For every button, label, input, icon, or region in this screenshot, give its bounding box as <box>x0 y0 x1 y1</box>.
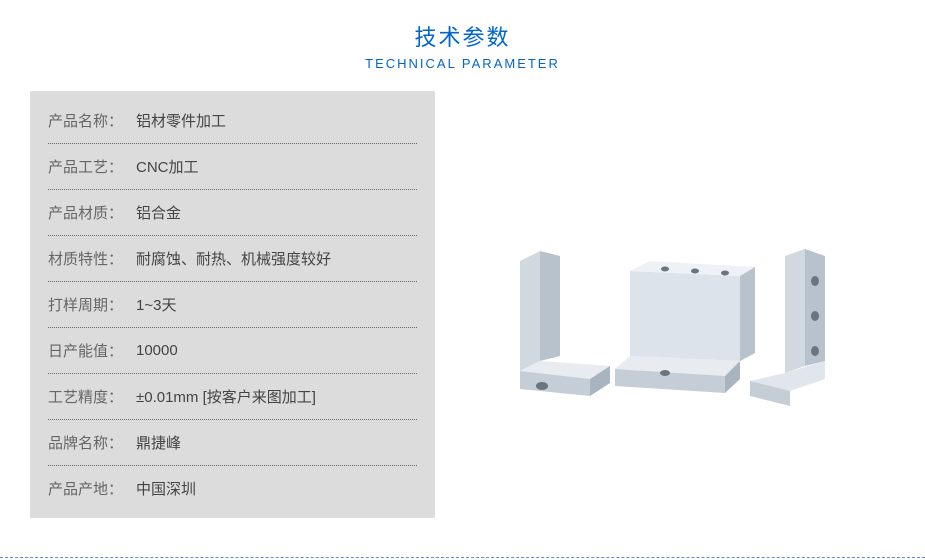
spec-value: CNC加工 <box>136 156 199 177</box>
spec-label: 品牌名称： <box>48 432 136 453</box>
title-english: TECHNICAL PARAMETER <box>30 56 895 71</box>
spec-row: 材质特性： 耐腐蚀、耐热、机械强度较好 <box>48 236 417 282</box>
spec-value: 铝合金 <box>136 202 181 223</box>
spec-value: 耐腐蚀、耐热、机械强度较好 <box>136 248 331 269</box>
spec-row: 产品材质： 铝合金 <box>48 190 417 236</box>
bottom-dashed-border <box>0 557 925 558</box>
spec-row: 产品名称： 铝材零件加工 <box>48 106 417 144</box>
title-chinese: 技术参数 <box>30 20 895 52</box>
spec-label: 打样周期： <box>48 294 136 315</box>
spec-row: 品牌名称： 鼎捷峰 <box>48 420 417 466</box>
spec-label: 产品材质： <box>48 202 136 223</box>
spec-table: 产品名称： 铝材零件加工 产品工艺： CNC加工 产品材质： 铝合金 材质特性：… <box>30 91 435 518</box>
spec-label: 工艺精度： <box>48 386 136 407</box>
spec-value: 中国深圳 <box>136 478 196 499</box>
spec-label: 产品产地： <box>48 478 136 499</box>
spec-row: 日产能值： 10000 <box>48 328 417 374</box>
part-middle <box>615 261 755 393</box>
spec-value: 铝材零件加工 <box>136 110 226 131</box>
spec-value: ±0.01mm [按客户来图加工] <box>136 386 316 407</box>
page-header: 技术参数 TECHNICAL PARAMETER <box>30 20 895 71</box>
spec-row: 产品工艺： CNC加工 <box>48 144 417 190</box>
spec-label: 材质特性： <box>48 248 136 269</box>
spec-value: 1~3天 <box>136 294 176 315</box>
spec-value: 10000 <box>136 342 178 359</box>
content-area: 产品名称： 铝材零件加工 产品工艺： CNC加工 产品材质： 铝合金 材质特性：… <box>30 91 895 551</box>
part-left <box>520 251 610 396</box>
spec-label: 产品工艺： <box>48 156 136 177</box>
page-container: 技术参数 TECHNICAL PARAMETER 产品名称： 铝材零件加工 产品… <box>0 0 925 560</box>
spec-value: 鼎捷峰 <box>136 432 181 453</box>
spec-row: 工艺精度： ±0.01mm [按客户来图加工] <box>48 374 417 420</box>
spec-label: 日产能值： <box>48 340 136 361</box>
spec-label: 产品名称： <box>48 110 136 131</box>
part-right <box>750 249 825 406</box>
spec-row: 产品产地： 中国深圳 <box>48 466 417 503</box>
product-parts-illustration <box>490 201 870 441</box>
spec-row: 打样周期： 1~3天 <box>48 282 417 328</box>
product-image-area <box>465 91 895 551</box>
